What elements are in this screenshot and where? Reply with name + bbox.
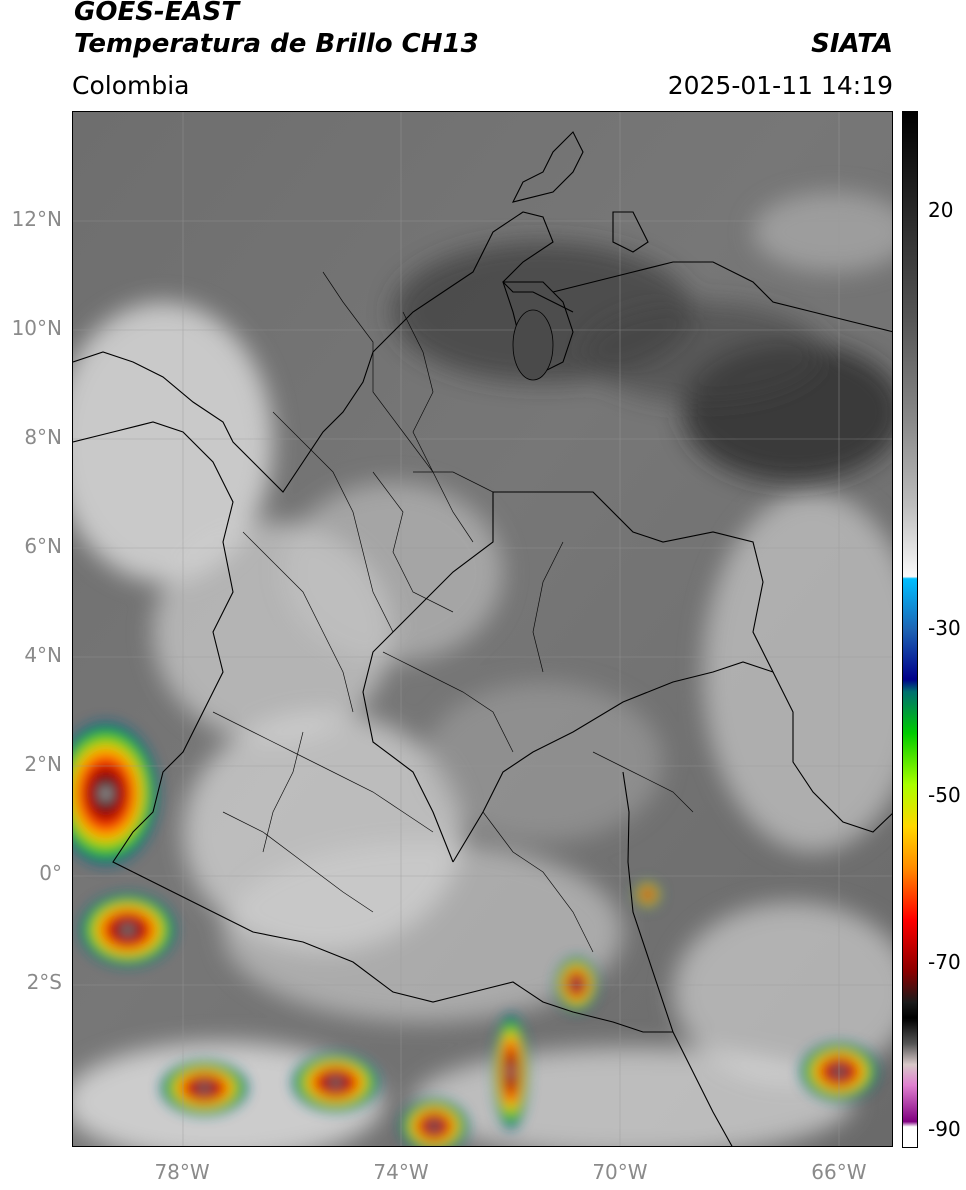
lakes [512,309,554,381]
department-boundaries [212,271,694,953]
storm-cell [399,1098,470,1146]
colorbar-tick-label: -50 [928,783,961,808]
latitude-tick-label: 2°N [24,752,62,777]
latitude-tick-label: 8°N [24,425,62,450]
colorbar-tick-label: -70 [928,950,961,975]
colorbar-tick-label: -90 [928,1117,961,1142]
storm-cell [159,1060,250,1117]
storm-cell [290,1052,381,1113]
region-label: Colombia [72,71,190,100]
longitude-tick-label: 74°W [373,1160,429,1184]
colorbar-scale [902,111,918,1148]
longitude-tick-label: 70°W [592,1160,648,1184]
product-title: Temperatura de Brillo CH13 [74,29,479,59]
storm-cell [633,880,662,909]
map-canvas [73,112,892,1146]
cloud-field [73,192,892,1146]
satellite-title: GOES-EAST [74,0,240,27]
colorbar-tick-label: -30 [928,616,961,640]
country-borders [73,131,892,1146]
graticule [73,112,892,1146]
satellite-map [72,111,893,1147]
latitude-tick-label: 4°N [24,643,62,668]
warm-dark-area [393,242,892,482]
colorbar-tick-label: 20 [928,198,954,223]
datetime-label: 2025-01-11 14:19 [667,71,893,100]
latitude-tick-label: 12°N [11,207,62,232]
latitude-tick-label: 2°S [26,970,62,995]
storm-clusters [73,718,880,1146]
storm-cell [554,956,599,1013]
source-label: SIATA [811,29,893,59]
storm-cell [492,1011,529,1132]
storm-cell [73,718,161,869]
colorbar [902,111,918,1148]
longitude-tick-label: 66°W [811,1160,867,1184]
longitude-tick-label: 78°W [154,1160,210,1184]
storm-cell [77,891,178,968]
latitude-tick-label: 6°N [24,534,62,559]
latitude-tick-label: 0° [39,861,62,886]
latitude-tick-label: 10°N [11,316,62,341]
